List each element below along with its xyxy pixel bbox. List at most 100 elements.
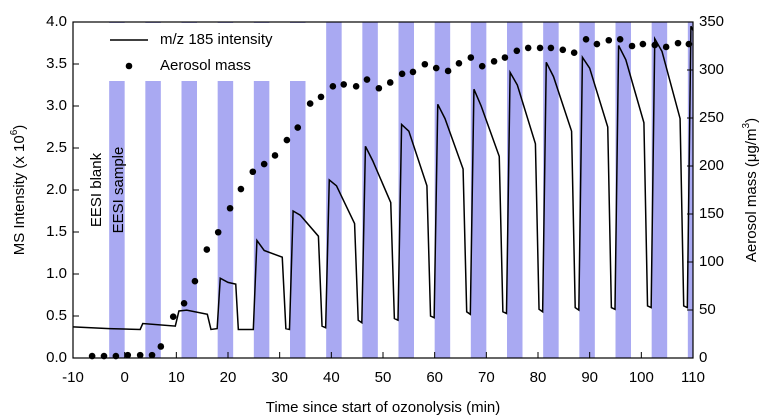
mass-point — [260, 160, 268, 168]
mass-point — [478, 62, 486, 70]
mass-point — [628, 42, 636, 50]
mass-point — [386, 79, 394, 86]
y-title-text: MS Intensity (x 10 — [11, 135, 28, 255]
y2-tick-label: 50 — [699, 301, 716, 318]
mass-point — [593, 40, 601, 48]
y2-title-sup: 3 — [741, 122, 752, 128]
mass-point — [685, 40, 693, 48]
mass-point — [536, 44, 544, 52]
mass-point — [559, 46, 567, 54]
mass-point — [444, 67, 452, 75]
y-tick-label: 0.5 — [46, 307, 67, 324]
mass-point — [455, 59, 463, 67]
mass-point — [180, 299, 188, 307]
y2-tick-label: 200 — [699, 157, 724, 174]
sample-band — [398, 22, 414, 358]
mass-point — [157, 343, 165, 350]
mass-point — [432, 64, 440, 72]
mass-point — [547, 44, 555, 52]
mass-point — [639, 40, 647, 48]
sample-band — [253, 22, 270, 358]
sample-band — [145, 22, 161, 358]
y-title-sup: 6 — [9, 129, 20, 135]
x-tick-label: 50 — [375, 369, 392, 386]
legend-background — [100, 23, 312, 81]
mass-point — [421, 60, 429, 68]
mass-point — [674, 39, 682, 47]
mass-point — [352, 83, 360, 90]
sample-band — [290, 22, 306, 358]
sample-band — [543, 22, 559, 358]
sample-band — [362, 22, 378, 358]
x-tick-label: 110 — [681, 369, 705, 386]
mass-point — [524, 44, 532, 52]
x-tick-label: 60 — [426, 369, 443, 386]
mass-point — [124, 351, 132, 359]
plot-frame — [72, 21, 694, 359]
mass-point — [214, 228, 222, 236]
mass-point — [317, 93, 325, 101]
mass-point — [375, 84, 383, 92]
mass-point — [203, 246, 211, 253]
mass-point — [363, 76, 371, 83]
x-tick-label: 90 — [581, 369, 598, 386]
mass-point — [409, 68, 417, 76]
x-tick-label: 40 — [323, 369, 340, 386]
mass-point — [340, 81, 348, 88]
mass-point — [490, 58, 498, 65]
mass-point — [329, 83, 337, 90]
y-tick-label: 0.0 — [46, 349, 67, 366]
y2-tick-label: 300 — [699, 61, 724, 78]
annotation: EESI sample — [110, 147, 127, 234]
mass-point — [271, 152, 279, 159]
mass-point — [169, 313, 177, 321]
mass-point — [306, 100, 314, 107]
mass-point — [605, 36, 613, 44]
sample-band — [217, 22, 234, 358]
x-tick-label: 70 — [478, 369, 495, 386]
mass-point — [226, 204, 234, 212]
sample-band — [579, 22, 595, 358]
sample-band — [507, 22, 523, 358]
mass-point — [513, 47, 521, 55]
legend-label: m/z 185 intensity — [160, 31, 273, 48]
y2-tick-label: 0 — [699, 349, 707, 366]
y-tick-label: 2.5 — [46, 139, 67, 156]
sample-band — [651, 22, 668, 358]
y-tick-label: 1.0 — [46, 265, 67, 282]
y2-title-end: ) — [743, 118, 760, 123]
y2-axis-title: Aerosol mass (μg/m3) — [741, 118, 760, 262]
mass-point — [582, 35, 590, 43]
y-title-end: ) — [11, 125, 28, 130]
x-tick-label: -10 — [62, 369, 84, 386]
mass-point — [237, 185, 245, 193]
sample-band — [470, 22, 487, 358]
annotation: EESI blank — [88, 152, 105, 227]
legend-marker — [125, 62, 133, 70]
y-tick-label: 3.5 — [46, 55, 67, 72]
y2-tick-label: 350 — [699, 13, 724, 30]
mass-point — [191, 277, 199, 285]
mass-point — [570, 49, 578, 57]
mass-point — [616, 35, 624, 43]
mass-point — [398, 70, 406, 78]
sample-band — [326, 22, 342, 358]
mass-point — [294, 124, 302, 131]
sample-band — [109, 22, 125, 358]
y-tick-label: 1.5 — [46, 223, 67, 240]
x-tick-label: 20 — [220, 369, 237, 386]
y2-tick-label: 250 — [699, 109, 724, 126]
y-tick-label: 2.0 — [46, 181, 67, 198]
mass-point — [651, 41, 659, 49]
y2-title-text: Aerosol mass (μg/m — [743, 128, 760, 262]
sample-band — [615, 22, 631, 358]
legend-label: Aerosol mass — [160, 57, 251, 74]
x-axis-title: Time since start of ozonolysis (min) — [266, 399, 501, 416]
mass-point — [136, 351, 144, 359]
mass-point — [662, 43, 670, 51]
mass-point — [467, 54, 475, 61]
x-tick-label: 10 — [168, 369, 185, 386]
y-tick-label: 4.0 — [46, 13, 67, 30]
y-tick-label: 3.0 — [46, 97, 67, 114]
